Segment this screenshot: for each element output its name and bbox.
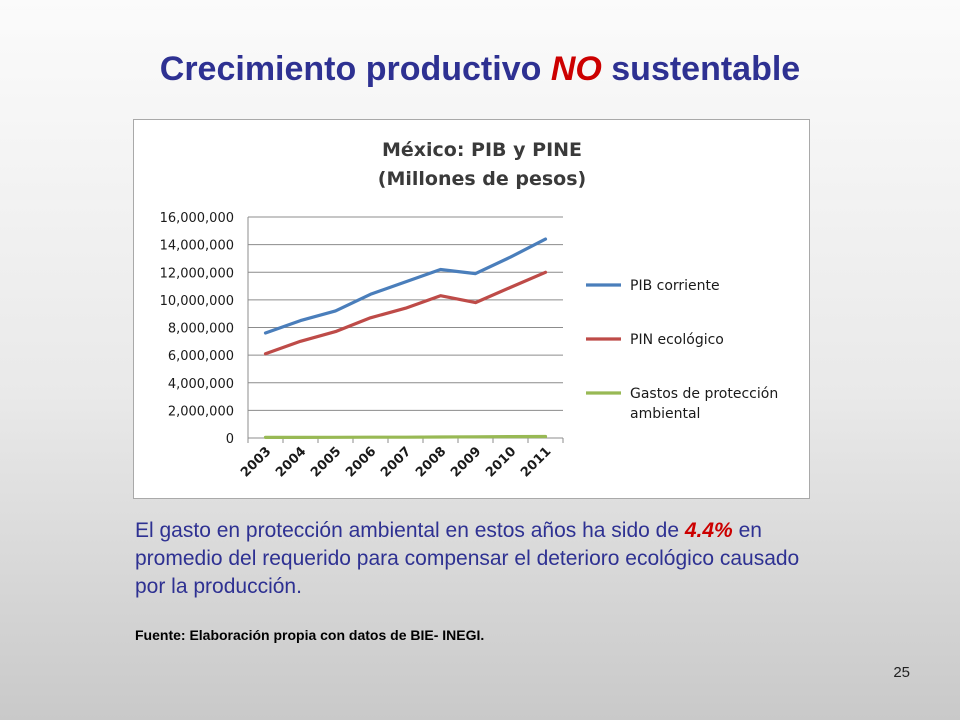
legend-label-3: Gastos de protección ambiental	[630, 386, 778, 422]
x-tick-label: 2005	[308, 444, 344, 480]
body-paragraph: El gasto en protección ambiental en esto…	[135, 517, 815, 601]
series-line-1	[263, 237, 548, 335]
y-tick-label: 2,000,000	[168, 404, 234, 419]
title-emphasis: NO	[550, 50, 602, 88]
y-tick-label: 14,000,000	[160, 239, 234, 254]
y-tick-label: 12,000,000	[160, 266, 234, 281]
title-post: sustentable	[601, 50, 801, 88]
x-tick-label: 2011	[518, 444, 554, 480]
x-tick-label: 2009	[448, 444, 484, 480]
y-tick-label: 8,000,000	[168, 322, 234, 337]
page-number: 25	[893, 664, 910, 681]
x-tick-label: 2008	[413, 444, 449, 480]
body-text-2: en promedio del requerido para compensar…	[135, 519, 800, 598]
slide-title: Crecimiento productivo NO sustentable	[0, 50, 960, 89]
x-tick-label: 2004	[273, 444, 309, 480]
x-tick-label: 2007	[378, 444, 414, 480]
y-tick-label: 4,000,000	[168, 377, 234, 392]
x-tick-label: 2006	[343, 444, 379, 480]
line-chart: México: PIB y PINE (Millones de pesos) 0 2,…	[160, 139, 779, 480]
chart-frame: México: PIB y PINE (Millones de pesos) 0 2,…	[133, 119, 810, 499]
body-percentage: 4.4%	[684, 519, 733, 542]
y-tick-label: 0	[226, 432, 234, 447]
legend-label-2: PIN ecológico	[630, 332, 724, 348]
series-line-2	[263, 270, 548, 356]
y-tick-label: 10,000,000	[160, 294, 234, 309]
chart-subtitle: (Millones de pesos)	[378, 168, 586, 190]
y-tick-label: 6,000,000	[168, 349, 234, 364]
chart-title: México: PIB y PINE	[382, 139, 582, 161]
source-note: Fuente: Elaboración propia con datos de …	[135, 627, 485, 643]
x-tick-label: 2003	[238, 444, 274, 480]
body-text-1: El gasto en protección ambiental en esto…	[135, 519, 685, 542]
legend-label-1: PIB corriente	[630, 278, 720, 294]
x-tick-label: 2010	[483, 444, 519, 480]
title-pre: Crecimiento productivo	[159, 50, 551, 88]
series-line-3	[263, 434, 548, 439]
y-tick-label: 16,000,000	[160, 211, 234, 226]
